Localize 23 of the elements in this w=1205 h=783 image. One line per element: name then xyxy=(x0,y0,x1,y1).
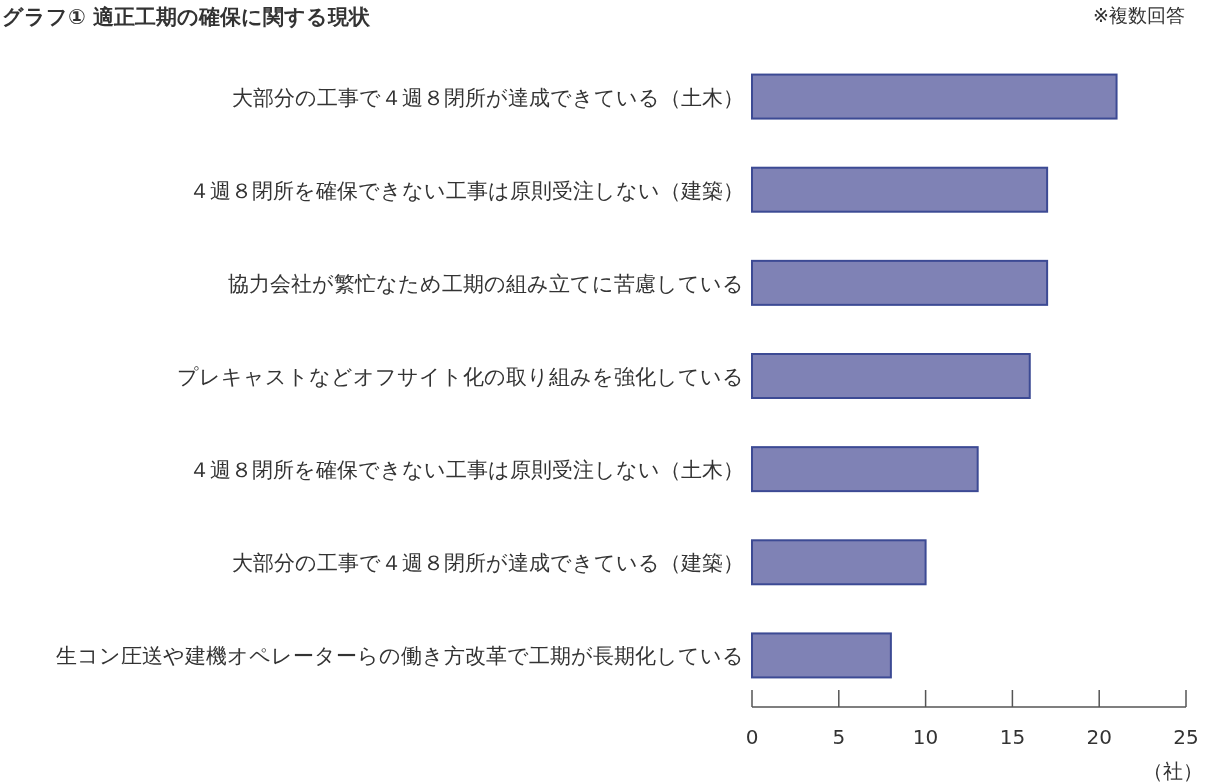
text: ※複数回答 xyxy=(1093,4,1185,26)
bar xyxy=(751,166,1049,213)
bar xyxy=(751,353,1031,399)
x-tick-label: 25 xyxy=(1173,725,1199,749)
x-tick-label: 20 xyxy=(1086,725,1112,749)
y-tick-label: 協力会社が繁忙なため工期の組み立てに苦慮している xyxy=(228,271,744,296)
x-tick-label: 15 xyxy=(999,725,1026,749)
y-tick-label: プレキャストなどオフサイト化の取り組みを強化している xyxy=(177,365,744,389)
bar xyxy=(751,446,979,493)
x-axis-title: （社） xyxy=(1143,759,1203,783)
bar xyxy=(751,73,1118,120)
bar xyxy=(751,259,1049,306)
x-tick-label: 10 xyxy=(912,725,939,749)
y-tick-label: 大部分の工事で４週８閉所が達成できている（土木） xyxy=(232,85,744,110)
x-tick-label: 5 xyxy=(832,725,846,749)
x-tick-label: 0 xyxy=(745,725,759,749)
bar xyxy=(751,539,927,586)
y-tick-label: ４週８閉所を確保できない工事は原則受注しない（土木） xyxy=(189,458,744,483)
y-tick-label: 大部分の工事で４週８閉所が達成できている（建築） xyxy=(232,551,744,576)
y-tick-label: 生コン圧送や建機オペレーターらの働き方改革で工期が長期化している xyxy=(56,644,744,669)
bar xyxy=(751,632,892,679)
text: グラフ① 適正工期の確保に関する現状 xyxy=(2,5,372,29)
y-tick-label: ４週８閉所を確保できない工事は原則受注しない（建築） xyxy=(189,178,744,203)
